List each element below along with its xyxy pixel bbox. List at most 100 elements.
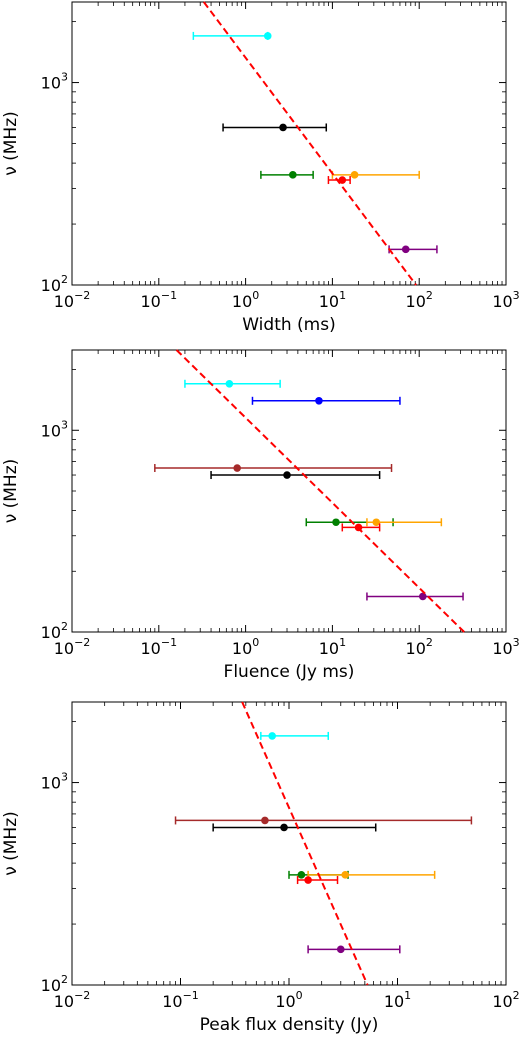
y-tick-label: 103: [41, 71, 68, 93]
x-tick-label: 100: [275, 989, 302, 1011]
x-tick-label-exponent: −1: [161, 636, 177, 649]
data-point: [401, 245, 410, 254]
x-tick-label-exponent: 2: [513, 989, 520, 1002]
data-point: [372, 518, 381, 527]
y-tick-label-base: 10: [41, 74, 61, 93]
x-tick-label-base: 10: [319, 639, 339, 658]
x-tick-label-exponent: −2: [74, 989, 90, 1002]
y-tick-label-base: 10: [41, 623, 61, 642]
x-tick-label: 101: [319, 636, 346, 658]
xlabel-fluence: Fluence (Jy ms): [224, 662, 355, 682]
x-tick-label: 101: [319, 289, 346, 311]
x-tick-label-base: 10: [492, 992, 512, 1011]
y-tick-label: 103: [41, 418, 68, 440]
data-point: [315, 396, 323, 405]
y-tick-label: 102: [41, 620, 68, 642]
x-tick-label: 10−2: [54, 989, 91, 1011]
x-tick-label-exponent: −2: [74, 636, 90, 649]
x-tick-label-exponent: −1: [183, 989, 199, 1002]
x-tick-label: 10−1: [141, 289, 178, 311]
x-tick-label: 10−2: [54, 636, 91, 658]
x-tick-label-base: 10: [275, 992, 295, 1011]
y-tick-label-exponent: 2: [61, 620, 68, 633]
x-tick-label: 103: [492, 636, 519, 658]
x-tick-label-exponent: 0: [296, 989, 303, 1002]
x-tick-label-base: 10: [406, 639, 426, 658]
x-tick-label: 102: [492, 989, 519, 1011]
x-tick-label-exponent: 2: [426, 289, 433, 302]
x-tick-label-exponent: 2: [426, 636, 433, 649]
plot-frame-peak-flux: [71, 701, 507, 986]
x-tick-label-exponent: 1: [339, 289, 346, 302]
x-tick-label-exponent: 1: [339, 636, 346, 649]
ylabel-width: ν (MHz): [1, 111, 21, 176]
x-tick-label-base: 10: [54, 639, 74, 658]
x-tick-label-exponent: 3: [513, 636, 520, 649]
x-tick-label-base: 10: [141, 292, 161, 311]
data-point: [283, 471, 291, 479]
y-tick-label-base: 10: [41, 976, 61, 995]
x-tick-label: 10−1: [141, 636, 178, 658]
y-tick-label-exponent: 3: [61, 418, 68, 431]
y-tick-label-base: 10: [41, 421, 61, 440]
x-tick-label: 10−2: [54, 289, 91, 311]
fit-line: [175, 349, 465, 633]
y-tick-label: 102: [41, 973, 68, 995]
data-point: [341, 871, 350, 879]
x-tick-label-base: 10: [492, 639, 512, 658]
x-tick-label-base: 10: [384, 992, 404, 1011]
data-point: [279, 123, 287, 132]
x-tick-label-exponent: 1: [404, 989, 411, 1002]
fit-line: [241, 701, 369, 986]
data-point: [336, 945, 345, 954]
x-tick-label-base: 10: [406, 292, 426, 311]
data-point: [263, 32, 272, 40]
x-tick-label-base: 10: [232, 639, 252, 658]
x-tick-label: 10−1: [162, 989, 199, 1011]
fit-line: [203, 1, 417, 286]
y-tick-label-base: 10: [41, 774, 61, 793]
x-tick-label: 102: [406, 636, 433, 658]
data-point: [332, 518, 340, 527]
data-point: [297, 871, 306, 879]
x-tick-label-exponent: −2: [74, 289, 90, 302]
x-tick-label-exponent: 3: [513, 289, 520, 302]
data-point: [289, 171, 297, 179]
x-tick-label: 100: [232, 289, 259, 311]
data-point: [268, 732, 276, 740]
data-point: [350, 171, 359, 179]
x-tick-label: 100: [232, 636, 259, 658]
x-tick-label: 103: [492, 289, 519, 311]
x-tick-label-exponent: −1: [161, 289, 177, 302]
x-tick-label-base: 10: [232, 292, 252, 311]
x-tick-label-base: 10: [319, 292, 339, 311]
xlabel-width: Width (ms): [242, 315, 335, 335]
y-tick-label: 103: [41, 771, 68, 793]
x-tick-label-base: 10: [54, 292, 74, 311]
x-tick-label-base: 10: [54, 992, 74, 1011]
x-tick-label-base: 10: [492, 292, 512, 311]
x-tick-label-base: 10: [141, 639, 161, 658]
x-tick-label-exponent: 0: [252, 289, 259, 302]
y-tick-label-exponent: 2: [61, 973, 68, 986]
y-tick-label-exponent: 2: [61, 273, 68, 286]
y-tick-label-exponent: 3: [61, 771, 68, 784]
x-tick-label-base: 10: [162, 992, 182, 1011]
ylabel-peak-flux: ν (MHz): [1, 811, 21, 876]
x-tick-label: 102: [406, 289, 433, 311]
data-point: [418, 592, 427, 601]
data-point: [233, 464, 241, 472]
y-tick-label-exponent: 3: [61, 71, 68, 84]
data-point: [261, 816, 269, 825]
y-tick-label: 102: [41, 273, 68, 295]
plot-frame-width: [71, 1, 507, 286]
x-tick-label: 101: [384, 989, 411, 1011]
data-point: [280, 823, 288, 832]
x-tick-label-exponent: 0: [252, 636, 259, 649]
data-point: [338, 176, 347, 184]
data-point: [304, 876, 312, 884]
